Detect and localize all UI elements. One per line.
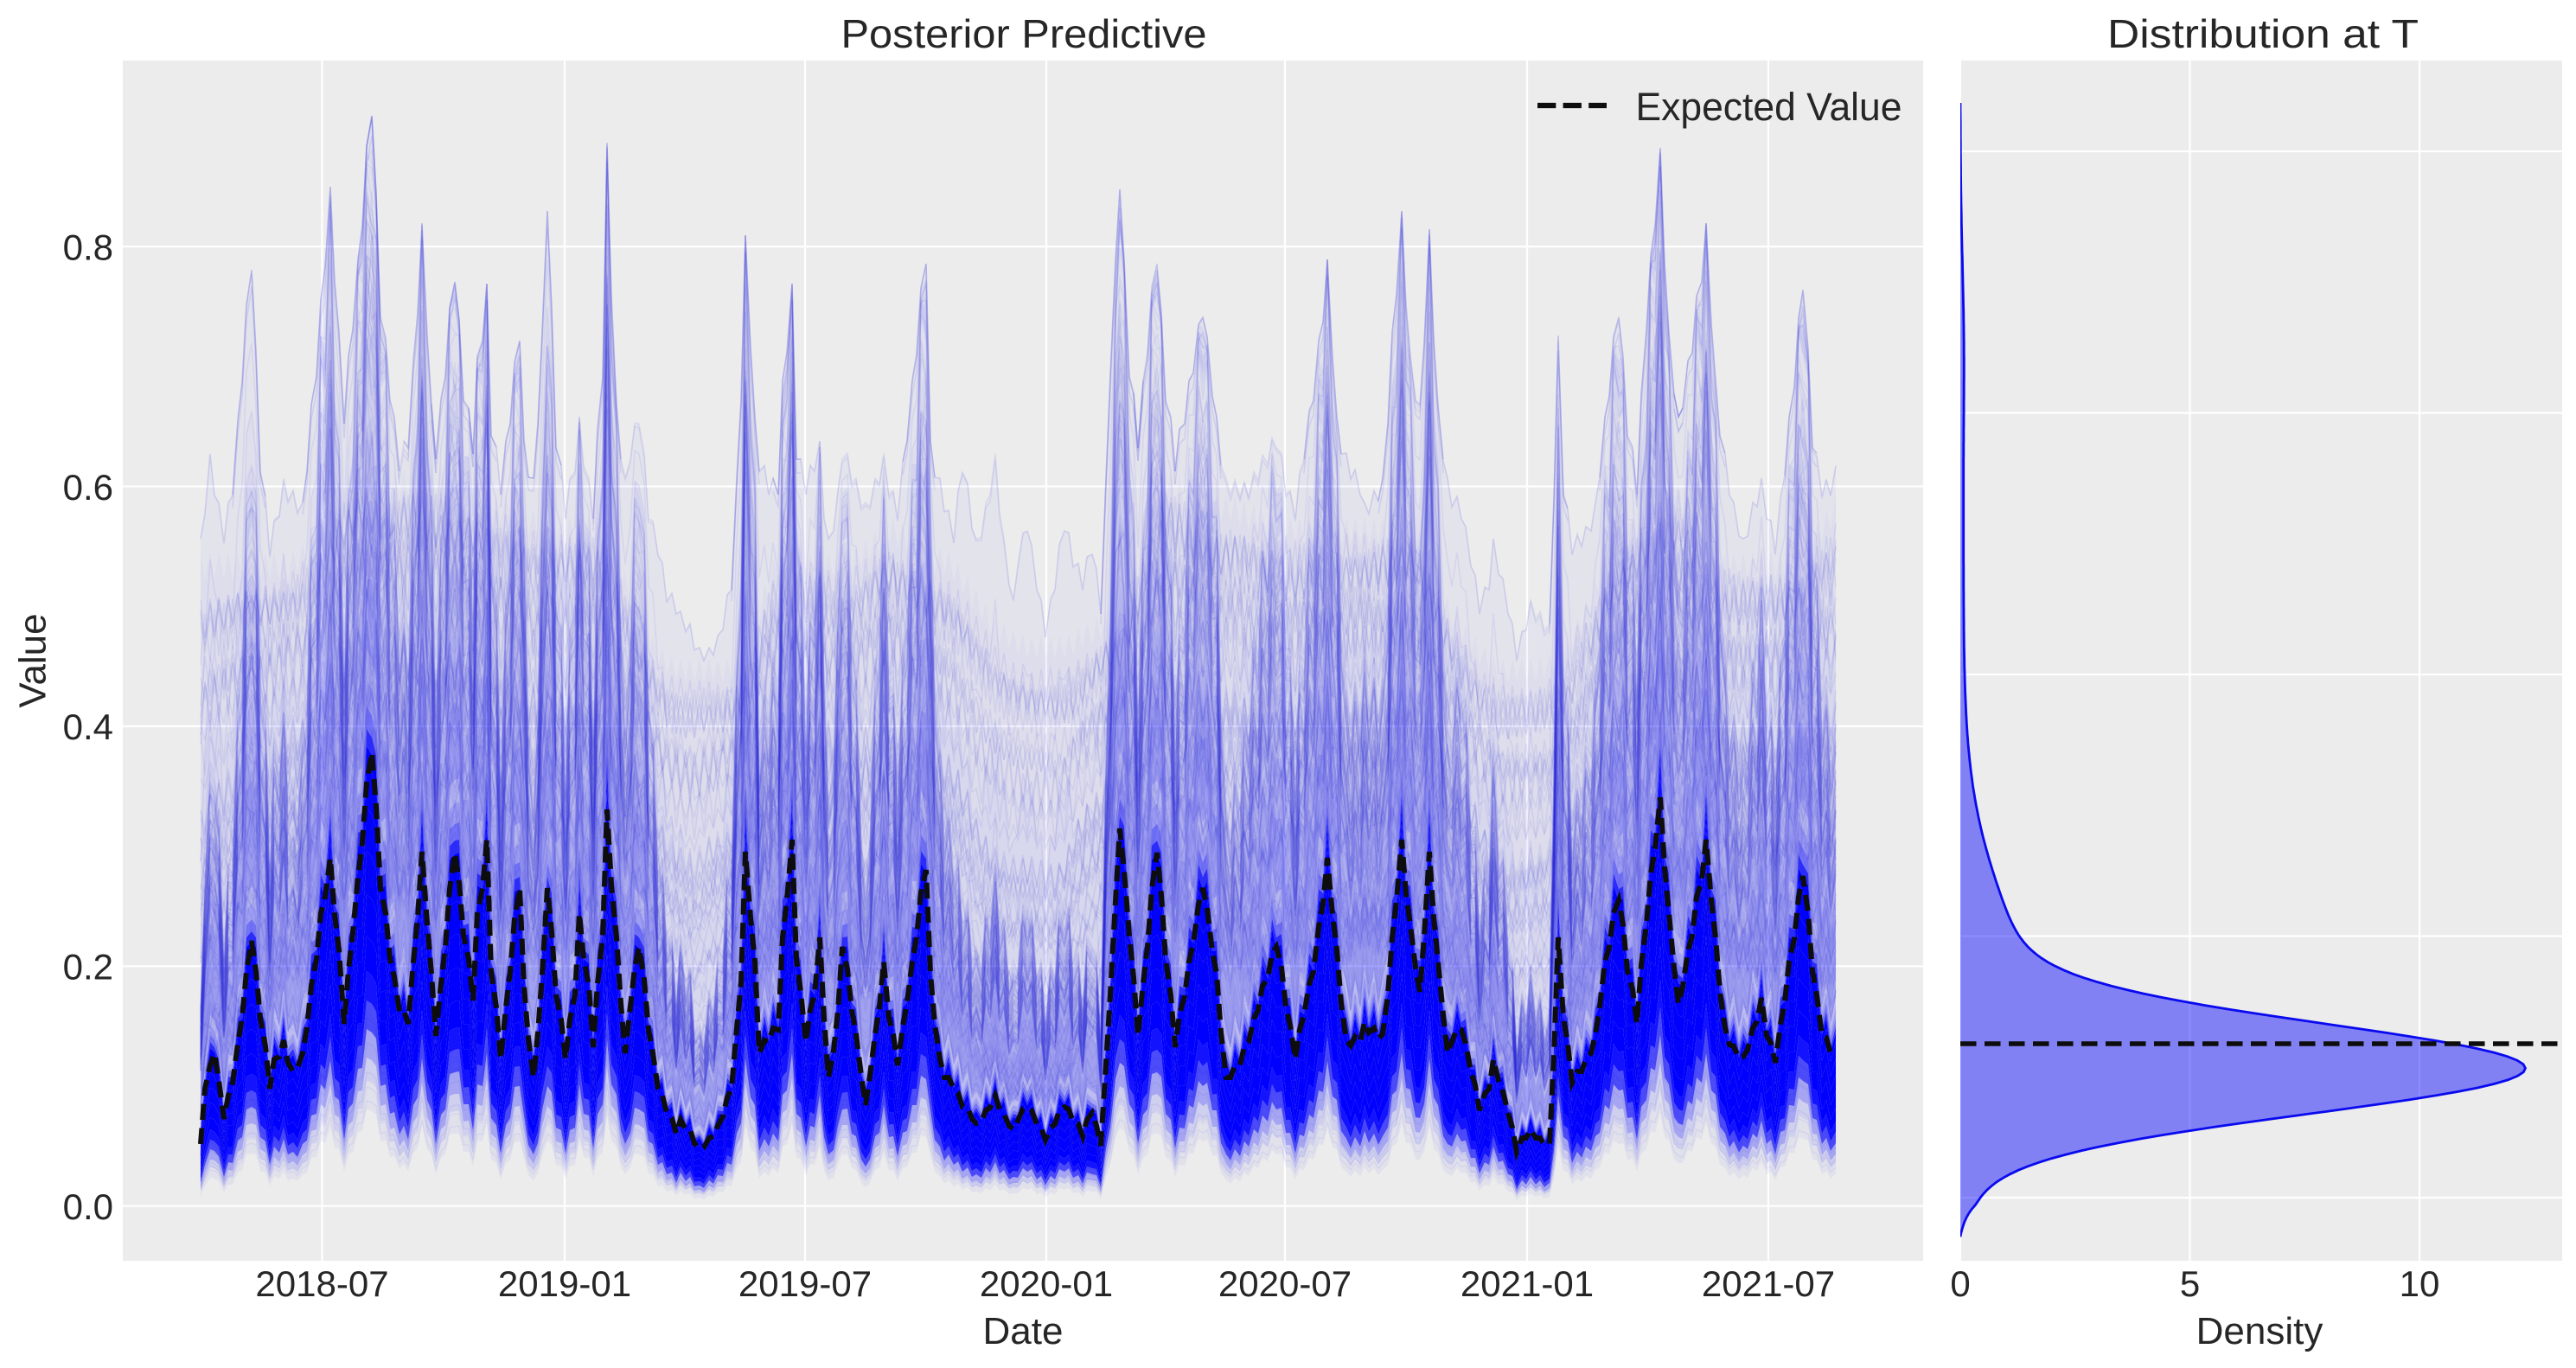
- svg-text:2019-07: 2019-07: [738, 1263, 872, 1304]
- svg-text:0.0: 0.0: [63, 1186, 113, 1227]
- svg-text:0.2: 0.2: [63, 947, 113, 988]
- svg-text:Expected Value: Expected Value: [1636, 85, 1902, 129]
- svg-text:0.4: 0.4: [63, 706, 113, 747]
- svg-text:Value: Value: [12, 613, 54, 707]
- svg-text:2019-01: 2019-01: [498, 1263, 631, 1304]
- svg-text:0: 0: [1950, 1263, 1970, 1304]
- svg-text:10: 10: [2400, 1263, 2440, 1304]
- svg-text:2021-07: 2021-07: [1702, 1263, 1835, 1304]
- svg-text:0.8: 0.8: [63, 227, 113, 267]
- svg-text:0.6: 0.6: [63, 467, 113, 508]
- svg-text:Distribution at T: Distribution at T: [2107, 11, 2419, 56]
- svg-text:Date: Date: [983, 1310, 1064, 1352]
- svg-text:2020-07: 2020-07: [1218, 1263, 1352, 1304]
- svg-text:2020-01: 2020-01: [980, 1263, 1113, 1304]
- svg-text:Density: Density: [2196, 1310, 2324, 1352]
- svg-text:Posterior Predictive: Posterior Predictive: [841, 11, 1207, 56]
- svg-text:5: 5: [2180, 1263, 2200, 1304]
- svg-text:2021-01: 2021-01: [1461, 1263, 1594, 1304]
- svg-text:2018-07: 2018-07: [255, 1263, 388, 1304]
